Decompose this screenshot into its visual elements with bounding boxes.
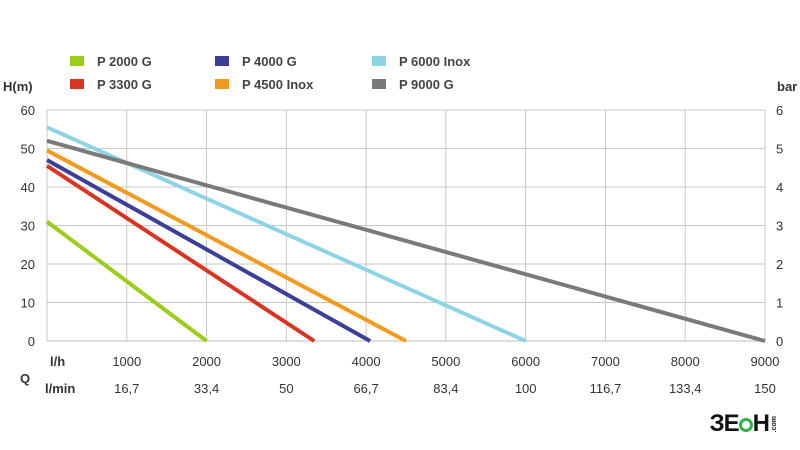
x-row2-tick-label: 150: [754, 381, 776, 396]
legend-swatch: [215, 56, 229, 66]
x-row2-tick-label: 50: [279, 381, 293, 396]
y-right-axis-title: bar: [777, 79, 797, 94]
legend-label: P 4500 Inox: [242, 77, 314, 92]
x-row1-tick-label: 8000: [671, 354, 700, 369]
legend-swatch: [70, 79, 84, 89]
logo-o-icon: [738, 417, 753, 432]
x-axis-symbol: Q: [20, 371, 30, 386]
x-row2-tick-label: 83,4: [433, 381, 458, 396]
series-line-1: [45, 164, 316, 343]
y-right-tick-label: 2: [776, 257, 783, 272]
legend-label: P 9000 G: [399, 77, 454, 92]
x-row1-tick-label: 6000: [511, 354, 540, 369]
y-left-tick-label: 60: [21, 103, 35, 118]
legend-label: P 3300 G: [97, 77, 152, 92]
legend-swatch: [372, 56, 386, 66]
y-left-tick-label: 50: [21, 142, 35, 157]
x-row2-tick-label: 33,4: [194, 381, 219, 396]
y-left-tick-label: 10: [21, 296, 35, 311]
series-line-3: [46, 148, 407, 343]
y-right-tick-label: 5: [776, 142, 783, 157]
legend-label: P 4000 G: [242, 54, 297, 69]
series-lines: [45, 125, 766, 343]
y-left-tick-label: 30: [21, 219, 35, 234]
y-left-tick-label: 0: [28, 334, 35, 349]
legend: P 2000 G P 3300 G P 4000 G P 4500 Inox P 600…: [70, 54, 471, 92]
y-left-tick-label: 40: [21, 180, 35, 195]
x-row2-tick-label: 133,4: [669, 381, 702, 396]
x-row1-tick-label: 5000: [431, 354, 460, 369]
series-line-5: [46, 138, 766, 343]
x-row1-unit: l/h: [50, 354, 65, 369]
logo-letters-start: ЗЕ: [709, 410, 740, 437]
x-row2-unit: l/min: [45, 381, 75, 396]
series-line-2: [46, 158, 372, 343]
x-row1-tick-label: 3000: [272, 354, 301, 369]
x-row1-tick-label: 2000: [192, 354, 221, 369]
x-row1-tick-label: 1000: [112, 354, 141, 369]
legend-label: P 2000 G: [97, 54, 152, 69]
legend-swatch: [215, 79, 229, 89]
legend-label: P 6000 Inox: [399, 54, 471, 69]
logo-domain: .com: [771, 415, 778, 433]
y-left-axis-title: H(m): [3, 79, 33, 94]
y-right-tick-label: 3: [776, 219, 783, 234]
y-right-tick-label: 0: [776, 334, 783, 349]
x-row1-tick-label: 9000: [751, 354, 780, 369]
x-row2-tick-label: 116,7: [590, 381, 622, 396]
y-right-tick-label: 4: [776, 180, 783, 195]
series-line-0: [45, 220, 208, 343]
x-row2-tick-label: 16,7: [114, 381, 139, 396]
logo-wordmark: ЗЕ Н: [709, 410, 770, 437]
grid: [46, 109, 766, 342]
x-row1-tick-label: 7000: [591, 354, 620, 369]
legend-swatch: [70, 56, 84, 66]
y-right-tick-label: 6: [776, 103, 783, 118]
x-row2-tick-label: 100: [515, 381, 537, 396]
legend-swatch: [372, 79, 386, 89]
y-left-tick-label: 20: [21, 257, 35, 272]
logo-letters-end: Н: [752, 410, 770, 437]
axes: H(m) bar 0 10 20 30 40 50 60 0 1 2 3 4 5 6 l/h Ql/min 1000…: [3, 79, 797, 396]
x-row2-tick-label: 66,7: [353, 381, 378, 396]
zeon-logo: ЗЕ Н .com: [710, 412, 778, 436]
y-right-tick-label: 1: [776, 296, 783, 311]
x-row1-tick-label: 4000: [352, 354, 381, 369]
